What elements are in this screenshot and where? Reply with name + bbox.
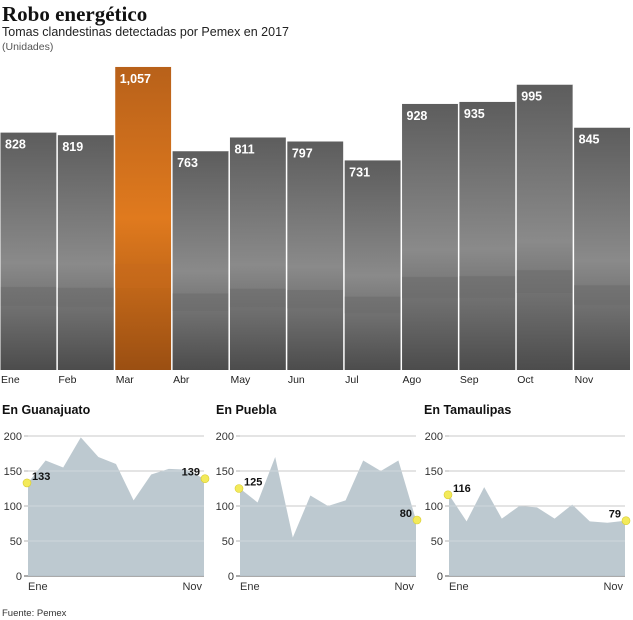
y-tick-label: 50 xyxy=(431,536,443,548)
guanajuato-area-chart: 0 50 100 150 200 133 139 Ene Nov xyxy=(4,431,210,593)
bar-value-label: 935 xyxy=(464,107,485,121)
bar-texture xyxy=(459,276,516,298)
x-start-label: Ene xyxy=(449,581,469,593)
area-series xyxy=(240,457,416,576)
y-tick-label: 50 xyxy=(222,536,234,548)
bar-texture xyxy=(287,290,344,309)
bar-value-label: 995 xyxy=(521,90,542,104)
x-tick-label: Jun xyxy=(288,374,305,386)
bar-jul xyxy=(344,160,402,370)
y-tick-label: 100 xyxy=(425,501,443,513)
end-point-marker xyxy=(200,474,210,484)
bar-abr xyxy=(172,151,229,370)
bar-ene xyxy=(0,132,57,370)
puebla-title: En Puebla xyxy=(216,403,277,417)
end-value-label: 80 xyxy=(400,508,412,520)
area-series xyxy=(28,437,204,576)
bar-texture xyxy=(115,263,172,289)
bar-texture xyxy=(516,270,574,293)
y-tick-label: 0 xyxy=(437,571,443,583)
x-start-label: Ene xyxy=(240,581,260,593)
x-tick-label: Abr xyxy=(173,374,190,386)
y-tick-label: 200 xyxy=(4,431,22,443)
x-tick-label: Feb xyxy=(58,374,76,386)
x-end-label: Nov xyxy=(603,581,623,593)
bar-texture xyxy=(344,296,402,314)
y-tick-label: 50 xyxy=(10,536,22,548)
start-value-label: 133 xyxy=(32,471,50,483)
start-point-marker xyxy=(443,490,453,500)
bar-nov xyxy=(574,127,631,371)
y-tick-label: 150 xyxy=(216,466,234,478)
bar-texture xyxy=(57,287,115,307)
x-end-label: Nov xyxy=(394,581,414,593)
bar-oct xyxy=(516,84,574,371)
bar-value-label: 845 xyxy=(579,133,600,147)
bar-jun xyxy=(287,141,344,370)
bar-ago xyxy=(402,103,459,371)
x-start-label: Ene xyxy=(28,581,48,593)
y-tick-label: 0 xyxy=(228,571,234,583)
bar-texture xyxy=(0,286,57,306)
end-point-marker xyxy=(412,515,422,525)
x-tick-label: May xyxy=(230,374,251,386)
y-tick-label: 100 xyxy=(216,501,234,513)
bar-value-label: 928 xyxy=(407,109,428,123)
bar-value-label: 828 xyxy=(5,138,26,152)
start-point-marker xyxy=(22,478,32,488)
x-tick-label: Oct xyxy=(517,374,533,386)
monthly-bar-chart: 828 Ene 819 Feb 1,057 Mar 763 Abr 811 May 797 Jun 73… xyxy=(0,66,631,386)
end-value-label: 79 xyxy=(609,509,621,521)
y-tick-label: 150 xyxy=(425,466,443,478)
unit-label: (Unidades) xyxy=(2,41,54,53)
start-value-label: 116 xyxy=(453,483,471,495)
area-series xyxy=(449,487,625,576)
y-tick-label: 0 xyxy=(16,571,22,583)
x-tick-label: Ene xyxy=(1,374,20,386)
bar-texture xyxy=(229,288,287,308)
guanajuato-title: En Guanajuato xyxy=(2,403,91,417)
x-tick-label: Sep xyxy=(460,374,479,386)
bar-value-label: 819 xyxy=(62,140,83,154)
x-tick-label: Ago xyxy=(403,374,422,386)
bar-sep xyxy=(459,101,516,371)
chart-title: Robo energético xyxy=(2,2,148,26)
bar-value-label: 811 xyxy=(234,142,254,156)
start-point-marker xyxy=(234,484,244,493)
y-tick-label: 200 xyxy=(425,431,443,443)
bar-texture xyxy=(574,285,631,305)
bar-value-label: 797 xyxy=(292,147,313,161)
x-tick-label: Mar xyxy=(116,374,135,386)
tamaulipas-area-chart: 0 50 100 150 200 116 79 Ene Nov xyxy=(425,431,631,593)
end-point-marker xyxy=(621,516,631,525)
bar-feb xyxy=(57,135,115,370)
tamaulipas-title: En Tamaulipas xyxy=(424,403,512,417)
bar-value-label: 763 xyxy=(177,156,198,170)
bar-value-label: 731 xyxy=(349,165,370,179)
y-tick-label: 150 xyxy=(4,466,22,478)
start-value-label: 125 xyxy=(244,477,262,489)
bar-may xyxy=(229,137,287,370)
bar-texture xyxy=(172,293,229,311)
bar-texture xyxy=(402,276,459,299)
x-tick-label: Jul xyxy=(345,374,358,386)
bar-mar xyxy=(115,66,172,370)
y-tick-label: 200 xyxy=(216,431,234,443)
x-end-label: Nov xyxy=(182,581,202,593)
end-value-label: 139 xyxy=(182,467,200,479)
chart-subtitle: Tomas clandestinas detectadas por Pemex … xyxy=(2,25,289,39)
y-tick-label: 100 xyxy=(4,501,22,513)
x-tick-label: Nov xyxy=(575,374,594,386)
puebla-area-chart: 0 50 100 150 200 125 80 Ene Nov xyxy=(216,431,422,593)
source-note: Fuente: Pemex xyxy=(2,608,67,619)
bar-value-label: 1,057 xyxy=(120,72,151,86)
